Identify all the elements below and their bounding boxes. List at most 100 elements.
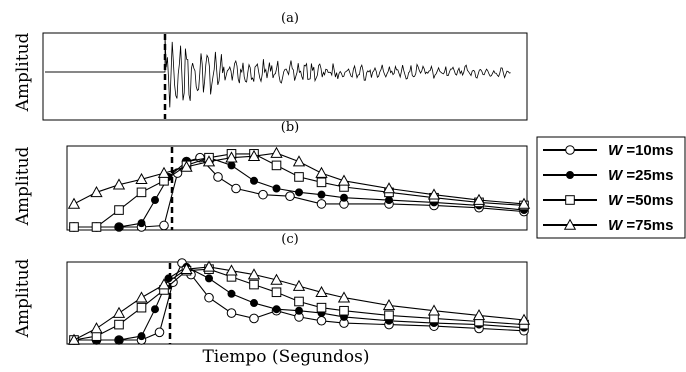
panel-b-series-2-point-11: [316, 177, 327, 188]
panel-b-series-3-point-11: [315, 166, 328, 178]
panel-c-series-3-point-6: [202, 260, 216, 272]
panel-c-series-3-point-10: [292, 279, 306, 291]
panel-b-series-0-point-10: [258, 189, 268, 200]
panel-c-series-3-point-8: [247, 268, 261, 280]
panel-b-series-3-point-6: [202, 155, 216, 167]
panel-b-series-3-point-13: [382, 182, 396, 194]
panel-b-series-3-point-5: [180, 160, 193, 172]
panel-c-series-1-point-8: [227, 289, 236, 298]
legend-box: [536, 136, 686, 239]
panel-c-series-3-point-3: [135, 291, 148, 303]
panel-c-series: [67, 258, 531, 345]
panel-c-series-2-point-13: [384, 310, 394, 321]
panel-label-a: (a): [281, 11, 299, 26]
panel-b-series-3-point-10: [292, 155, 306, 167]
panel-c-series-3-point-14: [427, 304, 441, 316]
panel-c-series-1-point-7: [205, 274, 213, 283]
panel-b-series-0-point-9: [231, 183, 241, 194]
panel-b-series-1-point-10: [272, 184, 281, 193]
panel-b-series-1-point-13: [340, 193, 348, 202]
panel-c-series-3-point-15: [472, 309, 486, 321]
panel-b-series-0-point-4: [159, 220, 169, 231]
panel-b-series-3-point-1: [90, 186, 103, 198]
waveform-line: [45, 34, 511, 108]
xlabel: Tiempo (Segundos): [202, 347, 369, 367]
legend-label-0: W =10ms: [608, 142, 673, 159]
panel-label-c: (c): [281, 232, 298, 247]
panel-c-series-2-point-12: [339, 305, 349, 316]
panel-c-series-3-point-1: [90, 322, 103, 334]
panel-b-series-0-point-11: [285, 191, 295, 201]
panel-c-series-3-point-5: [180, 262, 193, 274]
panel-b-series-2-point-9: [271, 160, 282, 171]
ylabel-b: Amplitud: [13, 146, 33, 226]
panel-b-series-3-point-0: [67, 197, 81, 209]
panel-c-series-2-point-3: [136, 302, 147, 313]
panel-b-series-0-point-8: [213, 172, 223, 182]
panel-c-series-0-point-13: [316, 315, 327, 326]
panel-c-series-3-point-2: [112, 306, 126, 318]
legend-marker-2: [565, 195, 575, 205]
panel-b-series-0-point-12: [316, 199, 327, 209]
panel-c-series-0-point-10: [249, 313, 259, 324]
panel-c-series-3-point-11: [315, 285, 328, 298]
panel-c-series-1-point-10: [272, 305, 281, 314]
panel-c-series-0-point-4: [154, 327, 165, 338]
panel-c-series-3-point-0: [67, 333, 81, 345]
panel-c-series-3-point-7: [225, 264, 238, 276]
panel-b-series-3-point-16: [517, 197, 531, 209]
panel-c-series-2-point-8: [249, 279, 259, 290]
ylabel-c: Amplitud: [13, 258, 33, 338]
panel-b-series-3-point-8: [247, 149, 261, 161]
panel-b-series-3-point-3: [135, 172, 148, 185]
panel-b-series-1-point-11: [295, 188, 303, 197]
waveform-series: [45, 34, 511, 108]
panel-c-series-2-point-10: [294, 296, 304, 307]
panel-b-series-2-point-3: [136, 187, 147, 198]
legend-marker-0: [565, 145, 575, 155]
panel-b-series-1-point-2: [115, 223, 123, 231]
panel-c-series-3-point-4: [157, 278, 171, 290]
panel-c-series-3-point-12: [337, 291, 351, 303]
legend-label-2: W =50ms: [608, 192, 673, 209]
panel-c-series-2-point-2: [114, 319, 124, 330]
panel-c-series-2-point-9: [271, 287, 282, 298]
panel-c-series-3-point-13: [382, 299, 396, 311]
panel-c-series-1-point-4: [151, 305, 159, 314]
panel-c-series-3-point-9: [270, 273, 283, 285]
panel-b-series-1-point-12: [317, 190, 326, 199]
panel-c-series-1-point-2: [115, 336, 123, 344]
panel-b-series-3-point-14: [427, 188, 441, 200]
legend: W =10ms W =25ms W =50ms W =75ms: [536, 136, 686, 239]
legend-marker-3: [563, 218, 577, 230]
panel-c-series-0-point-8: [204, 292, 214, 303]
axes-frame-b: [66, 145, 528, 231]
panel-b-series-2-point-2: [114, 205, 124, 215]
panel-b-series-1-point-9: [250, 176, 258, 185]
panel-c-series-3-point-16: [517, 313, 531, 325]
panel-b-series-2-point-1: [91, 222, 102, 232]
panel-c-series-2-point-11: [316, 302, 327, 313]
axes-frame-a: [42, 32, 528, 121]
panel-c-series-1-point-11: [295, 306, 303, 315]
panel-label-b: (b): [281, 120, 299, 135]
panel-b-series-3-point-9: [270, 146, 283, 158]
panel-c-series-1-point-9: [250, 299, 258, 308]
panel-c-series-0-point-9: [226, 308, 237, 318]
axes-frame-c: [66, 261, 528, 345]
panel-b-series-3-point-7: [225, 151, 238, 163]
legend-label-1: W =25ms: [608, 167, 673, 184]
panel-b-series-1-point-3: [137, 219, 146, 228]
legend-label-3: W =75ms: [608, 217, 673, 234]
panel-b-series-1-point-14: [385, 196, 393, 205]
panel-b-series-1-point-4: [151, 196, 159, 205]
legend-marker-1: [566, 171, 574, 179]
panel-b-series-2-point-10: [294, 172, 304, 182]
panel-b-series: [67, 146, 531, 232]
panel-c-series-1-point-3: [137, 332, 146, 341]
panel-b-series-3-point-4: [157, 166, 171, 178]
panel-b-series-3-point-2: [112, 178, 126, 190]
panel-b-series-1-point-8: [227, 161, 236, 170]
ylabel-a: Amplitud: [13, 32, 33, 112]
